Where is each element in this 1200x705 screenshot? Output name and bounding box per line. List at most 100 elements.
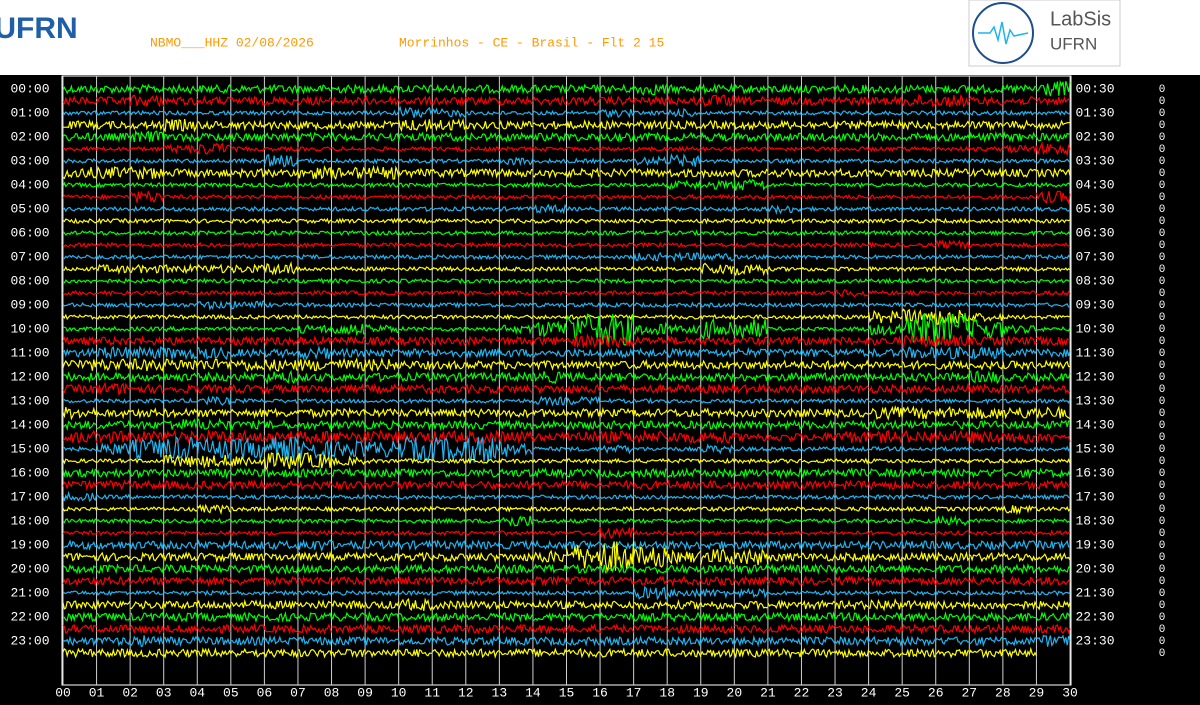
trace-segment xyxy=(364,371,400,383)
trace-segment xyxy=(263,369,299,385)
trace-segment xyxy=(532,458,567,464)
trace-segment xyxy=(264,218,299,224)
trace-segment xyxy=(1035,181,1071,188)
trace-segment xyxy=(297,358,332,372)
row-value: 0 xyxy=(1159,528,1166,540)
trace-segment xyxy=(801,254,836,261)
trace xyxy=(62,105,1071,119)
trace-segment xyxy=(499,218,534,224)
trace-segment xyxy=(599,505,634,512)
trace-segment xyxy=(230,95,265,107)
trace-segment xyxy=(700,242,735,248)
trace-segment xyxy=(230,314,265,320)
trace-segment xyxy=(868,430,903,444)
trace-segment xyxy=(196,230,232,237)
trace-segment xyxy=(364,82,400,94)
trace-segment xyxy=(700,317,735,341)
trace-segment xyxy=(129,242,164,249)
trace-segment xyxy=(1036,623,1071,635)
trace-segment xyxy=(801,266,836,272)
trace-segment xyxy=(633,194,668,200)
trace-segment xyxy=(733,359,769,370)
trace-segment xyxy=(700,359,735,371)
x-tick-label: 23 xyxy=(827,685,843,700)
trace-segment xyxy=(263,589,299,597)
trace-segment xyxy=(666,611,702,623)
trace-segment xyxy=(364,623,400,635)
trace-segment xyxy=(935,312,970,345)
trace-segment xyxy=(733,278,769,285)
trace-segment xyxy=(196,158,232,164)
trace-segment xyxy=(834,119,869,131)
trace-segment xyxy=(330,506,366,513)
trace-segment xyxy=(196,503,232,516)
trace-segment xyxy=(901,405,937,420)
trace-segment xyxy=(1035,575,1071,587)
trace-segment xyxy=(968,130,1004,143)
trace-segment xyxy=(230,358,265,372)
row-label-left: 09:00 xyxy=(10,297,49,312)
trace-segment xyxy=(465,518,500,524)
trace-segment xyxy=(499,336,534,347)
trace-segment xyxy=(297,430,333,445)
trace-segment xyxy=(868,361,903,370)
trace-segment xyxy=(96,442,131,456)
trace-segment xyxy=(263,624,299,635)
trace-segment xyxy=(801,290,836,296)
trace-segment xyxy=(532,335,567,346)
trace-segment xyxy=(263,168,299,178)
trace-segment xyxy=(96,335,131,346)
trace-segment xyxy=(800,348,836,358)
trace-segment xyxy=(96,551,131,563)
trace-segment xyxy=(599,242,634,248)
x-tick-label: 04 xyxy=(189,685,205,700)
trace-segment xyxy=(330,599,366,610)
row-label-right: 03:30 xyxy=(1075,153,1114,168)
trace-segment xyxy=(666,599,702,611)
trace-segment xyxy=(633,494,668,500)
trace-segment xyxy=(465,407,500,419)
trace-segment xyxy=(163,635,198,648)
trace-segment xyxy=(96,358,131,372)
trace-segment xyxy=(1036,634,1071,647)
trace-segment xyxy=(263,278,299,284)
trace-segment xyxy=(398,242,433,248)
trace-segment xyxy=(868,445,903,452)
trace-segment xyxy=(330,278,366,285)
trace-segment xyxy=(800,467,836,480)
trace-segment xyxy=(230,611,265,624)
trace-segment xyxy=(968,95,1004,107)
trace-segment xyxy=(868,265,903,273)
row-label-left: 13:00 xyxy=(10,393,49,408)
trace-segment xyxy=(196,538,232,551)
trace-segment xyxy=(968,120,1004,132)
trace-segment xyxy=(129,190,165,204)
x-tick-label: 12 xyxy=(458,685,474,700)
trace-segment xyxy=(599,347,635,359)
row-value: 0 xyxy=(1159,504,1166,516)
trace-segment xyxy=(331,230,366,236)
trace-segment xyxy=(1002,324,1037,336)
trace-segment xyxy=(230,576,265,586)
trace-segment xyxy=(129,181,165,188)
trace-segment xyxy=(196,345,232,361)
row-label-left: 14:00 xyxy=(10,417,49,432)
trace-segment xyxy=(364,164,400,180)
trace-segment xyxy=(700,419,735,430)
trace-segment xyxy=(398,494,433,501)
trace-segment xyxy=(901,430,937,444)
trace-segment xyxy=(566,468,601,479)
trace-segment xyxy=(129,398,165,405)
trace-segment xyxy=(230,278,265,285)
trace-segment xyxy=(263,563,299,575)
trace-segment xyxy=(834,205,870,212)
trace-segment xyxy=(163,218,198,224)
trace-segment xyxy=(196,575,232,588)
trace-segment xyxy=(968,229,1004,237)
trace-segment xyxy=(230,467,265,477)
trace-segment xyxy=(398,254,433,261)
trace-segment xyxy=(230,563,265,575)
trace-segment xyxy=(364,458,400,465)
trace-segment xyxy=(733,575,769,587)
trace-segment xyxy=(465,457,500,465)
